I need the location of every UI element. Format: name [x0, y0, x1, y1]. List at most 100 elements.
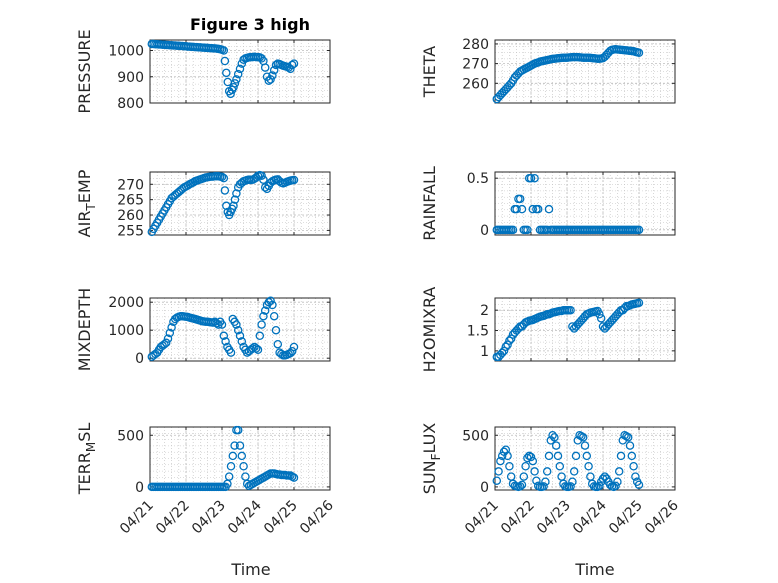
y-axis-label: H2OMIXRA [420, 287, 439, 373]
data-point [232, 75, 241, 84]
y-tick-label: 500 [117, 428, 144, 444]
data-point [271, 325, 281, 335]
data-point [217, 172, 227, 182]
data-point [260, 306, 270, 315]
y-tick-label: 1.5 [467, 324, 489, 340]
data-point [492, 476, 502, 485]
y-tick-label: 0 [135, 480, 144, 496]
y-tick-label: 265 [117, 193, 144, 209]
y-tick-label: 270 [117, 177, 144, 193]
data-point [568, 322, 577, 331]
data-point [598, 322, 608, 331]
data-point [569, 467, 579, 476]
y-tick-label: 0 [135, 351, 144, 367]
data-point [167, 323, 176, 332]
data-point [542, 467, 552, 476]
data-point [219, 46, 229, 55]
data-point [505, 461, 514, 471]
data-point [499, 346, 509, 356]
data-point [237, 337, 247, 346]
data-point [163, 334, 173, 343]
data-point [519, 472, 529, 481]
data-point [165, 328, 175, 338]
data-point [515, 194, 525, 204]
data-point [596, 314, 606, 323]
data-point [530, 173, 539, 183]
axes-box [149, 297, 331, 362]
y-tick-label: 0.5 [467, 171, 489, 187]
data-point [229, 201, 238, 211]
data-point [582, 451, 592, 461]
y-tick-label: 1000 [108, 44, 144, 60]
data-point [228, 451, 238, 461]
data-point [229, 83, 238, 92]
data-point [496, 456, 505, 466]
data-point [497, 451, 507, 461]
data-point [222, 68, 231, 78]
data-point [634, 48, 644, 58]
data-point [266, 296, 275, 306]
data-point [544, 451, 554, 461]
subplot-5: 1 1.5 2 H2OMIXRA [420, 287, 676, 373]
data-point [584, 461, 593, 471]
data-point [257, 171, 266, 180]
data-point [286, 348, 295, 358]
data-point [233, 425, 243, 435]
y-tick-label: 900 [117, 70, 144, 86]
data-point [253, 345, 263, 355]
data-point [580, 441, 590, 450]
data-point [497, 348, 507, 358]
data-point [237, 451, 247, 461]
data-point [631, 472, 640, 481]
data-point [235, 441, 245, 450]
data-point [625, 441, 635, 450]
data-point [544, 204, 554, 214]
data-point [233, 69, 243, 79]
data-point [578, 433, 588, 442]
data-point [232, 320, 241, 329]
data-point [506, 334, 516, 343]
data-point [523, 225, 532, 235]
y-tick-label: 0 [480, 223, 489, 239]
data-point [521, 461, 530, 471]
y-axis-label: AIRTEMP [75, 169, 98, 237]
data-point [613, 477, 622, 486]
data-point [226, 461, 236, 471]
data-point [161, 338, 171, 348]
axes-box [494, 171, 676, 236]
data-point [259, 175, 268, 184]
data-point [259, 311, 268, 321]
data-point [226, 348, 236, 357]
data-point [517, 204, 527, 214]
x-axis-label-left: Time [230, 560, 270, 579]
data-point [230, 195, 240, 204]
data-point [541, 477, 550, 486]
data-point [287, 346, 297, 356]
axes-box [149, 39, 331, 104]
data-point [614, 467, 624, 476]
data-point [268, 71, 277, 80]
data-point [515, 482, 525, 491]
y-tick-label: 0 [480, 480, 489, 496]
axes-box [149, 171, 331, 236]
y-tick-label: 1 [480, 344, 489, 360]
y-tick-label: 800 [117, 96, 144, 112]
data-point [269, 65, 279, 75]
data-point [505, 336, 514, 345]
data-point [550, 433, 559, 442]
data-point [289, 342, 299, 352]
data-point [571, 451, 581, 461]
data-point [503, 340, 512, 349]
data-point [260, 63, 270, 72]
data-point [235, 331, 245, 341]
subplot-7: 04/2104/2204/2304/2404/2504/260500SUNFLU… [420, 423, 682, 538]
data-point [553, 451, 563, 461]
data-point [508, 225, 518, 235]
data-point [220, 186, 230, 195]
data-point [595, 310, 604, 319]
y-tick-label: 255 [117, 223, 144, 239]
data-point [269, 311, 279, 321]
data-point [517, 480, 527, 490]
data-point [526, 173, 536, 183]
